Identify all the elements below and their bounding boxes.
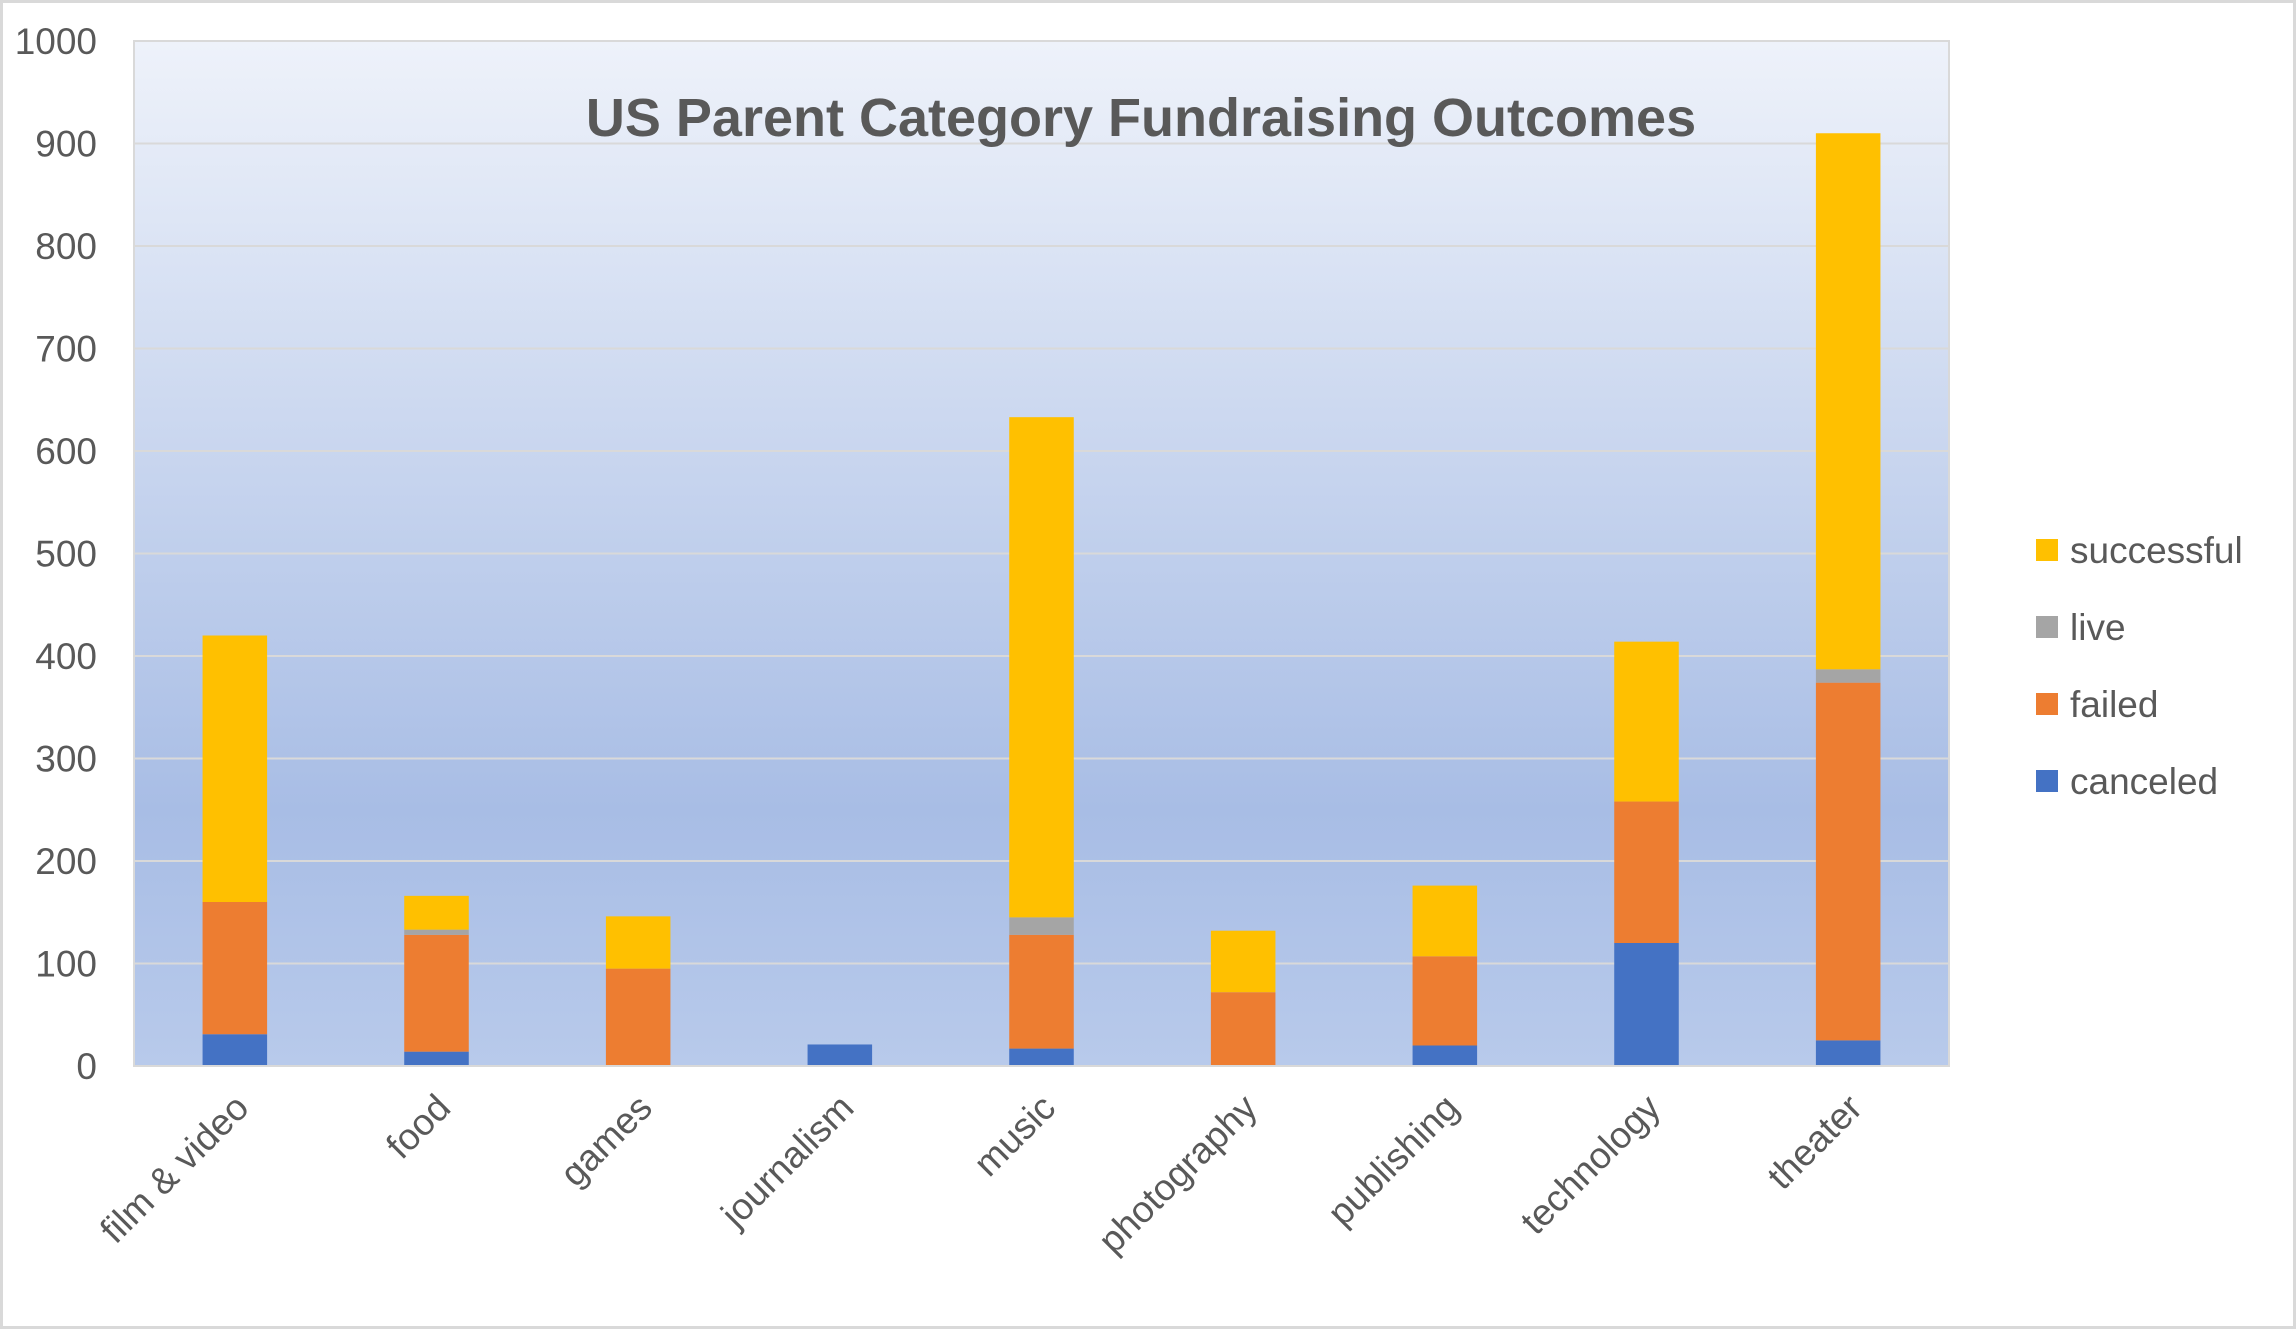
bar-segment-canceled — [1412, 1045, 1478, 1066]
x-tick-label: journalism — [713, 1087, 862, 1236]
bar-segment-successful — [605, 916, 671, 969]
y-tick-label: 600 — [35, 431, 97, 472]
x-tick-label: food — [378, 1087, 458, 1167]
y-axis: 0 100 200 300 400 500 600 700 800 900 1000 — [15, 21, 1949, 1087]
y-tick-label: 800 — [35, 226, 97, 267]
x-tick-label: games — [552, 1087, 660, 1195]
bar-segment-successful — [1815, 133, 1881, 670]
bar-segment-successful — [202, 635, 268, 902]
bar-segment-canceled — [1009, 1048, 1074, 1066]
chart-title: US Parent Category Fundraising Outcomes — [586, 88, 1696, 148]
y-tick-label: 0 — [76, 1046, 97, 1087]
y-tick-label: 300 — [35, 739, 97, 780]
x-tick-label: technology — [1513, 1086, 1669, 1242]
bar-segment-failed — [202, 902, 268, 1035]
y-tick-label: 1000 — [15, 21, 97, 62]
bar-segment-successful — [404, 895, 469, 930]
bar-segment-failed — [605, 968, 671, 1066]
legend-swatch-canceled — [2036, 770, 2058, 792]
bar-segment-failed — [1210, 992, 1276, 1066]
bar-segment-failed — [1614, 801, 1679, 943]
legend-label-failed: failed — [2070, 684, 2158, 725]
bar-segment-live — [1815, 669, 1881, 683]
bar-segment-successful — [1009, 417, 1074, 918]
x-tick-label: film & video — [92, 1087, 256, 1251]
bars — [202, 133, 1881, 1066]
bar-segment-canceled — [404, 1051, 469, 1066]
bar-segment-failed — [404, 934, 469, 1052]
x-axis: film & video food games journalism music phot… — [92, 1086, 1870, 1261]
x-tick-label: theater — [1759, 1087, 1869, 1197]
y-tick-label: 500 — [35, 534, 97, 575]
y-tick-label: 200 — [35, 841, 97, 882]
x-tick-label: music — [966, 1087, 1063, 1184]
bar-segment-live — [1009, 917, 1074, 935]
legend-swatch-failed — [2036, 693, 2058, 715]
legend-label-successful: successful — [2070, 530, 2243, 571]
bar-segment-failed — [1815, 682, 1881, 1041]
legend-label-live: live — [2070, 607, 2126, 648]
bar-segment-successful — [1412, 885, 1478, 957]
x-tick-label: publishing — [1320, 1087, 1467, 1234]
legend-swatch-successful — [2036, 539, 2058, 561]
legend-label-canceled: canceled — [2070, 761, 2218, 802]
bar-segment-canceled — [1815, 1040, 1881, 1066]
y-tick-label: 900 — [35, 124, 97, 165]
bar-segment-successful — [1614, 641, 1679, 802]
stacked-bar-chart: 0 100 200 300 400 500 600 700 800 900 1000 film & … — [15, 21, 2243, 1261]
bar-segment-canceled — [1614, 943, 1679, 1066]
y-tick-label: 700 — [35, 329, 97, 370]
legend-swatch-live — [2036, 616, 2058, 638]
bar-segment-canceled — [202, 1034, 268, 1066]
bar-segment-failed — [1412, 956, 1478, 1046]
bar-segment-successful — [1210, 930, 1276, 993]
bar-segment-live — [404, 929, 469, 935]
y-tick-label: 400 — [35, 636, 97, 677]
bar-segment-canceled — [807, 1044, 873, 1066]
bar-segment-failed — [1009, 934, 1074, 1049]
legend: successful live failed canceled — [2036, 530, 2243, 802]
y-tick-label: 100 — [35, 944, 97, 985]
x-tick-label: photography — [1090, 1086, 1265, 1261]
